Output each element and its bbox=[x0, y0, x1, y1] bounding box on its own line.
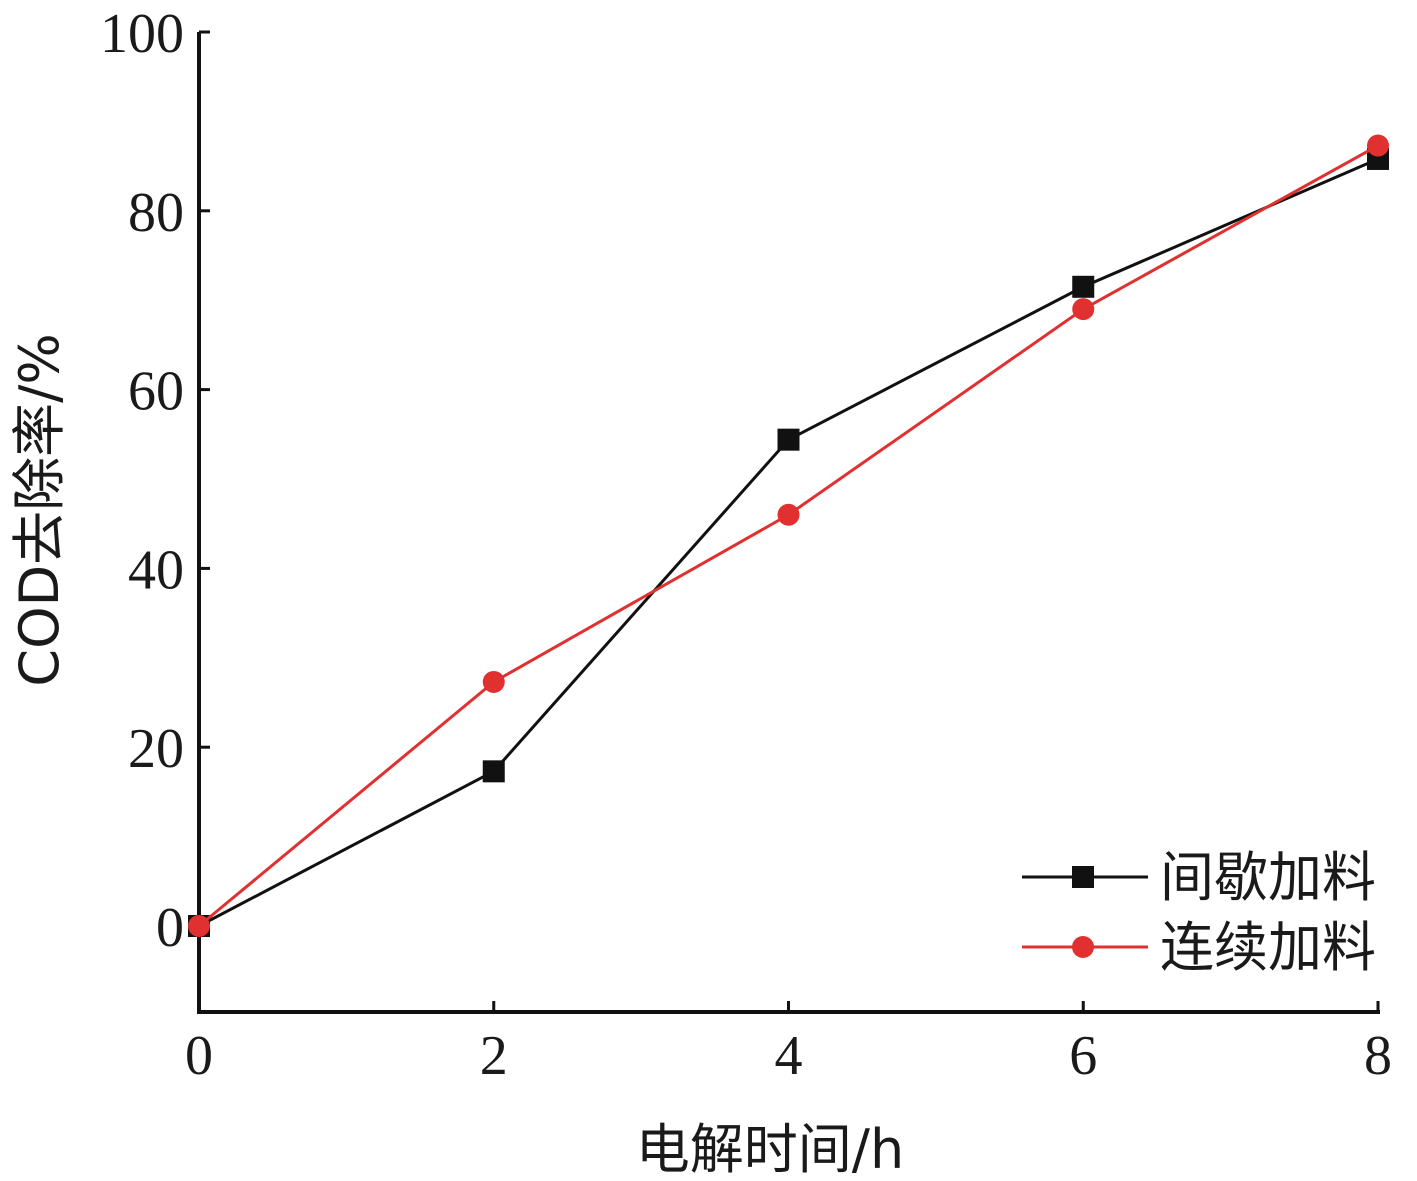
x-ticks: 0 2 4 6 8 bbox=[185, 1001, 1392, 1087]
circle-marker bbox=[777, 503, 800, 526]
square-marker bbox=[482, 760, 505, 783]
x-tick-label: 2 bbox=[480, 1025, 508, 1087]
series-1 bbox=[188, 147, 1389, 937]
y-tick-label: 100 bbox=[100, 3, 184, 65]
y-tick-label: 0 bbox=[156, 897, 184, 959]
circle-marker bbox=[482, 670, 505, 693]
y-ticks: 0 20 40 60 80 100 bbox=[100, 3, 210, 959]
y-axis-title: COD去除率/% bbox=[8, 333, 71, 686]
series-line bbox=[198, 144, 1379, 928]
circle-marker bbox=[188, 915, 210, 937]
x-tick-label: 0 bbox=[185, 1025, 213, 1087]
series-2 bbox=[188, 134, 1389, 937]
circle-marker bbox=[1367, 134, 1389, 157]
x-tick-label: 4 bbox=[775, 1025, 803, 1087]
x-axis-title: 电解时间/h bbox=[636, 1118, 904, 1181]
y-tick-label: 60 bbox=[128, 361, 184, 423]
series-line bbox=[198, 157, 1379, 928]
x-tick-label: 8 bbox=[1364, 1025, 1392, 1087]
legend-label: 连续加料 bbox=[1160, 916, 1376, 979]
square-marker bbox=[777, 428, 800, 451]
series-layer bbox=[188, 134, 1389, 937]
circle-marker bbox=[1072, 298, 1095, 321]
legend-label: 间歇加料 bbox=[1160, 846, 1376, 909]
y-tick-label: 40 bbox=[128, 539, 184, 601]
legend-item: 连续加料 bbox=[1022, 916, 1376, 979]
square-marker bbox=[1072, 866, 1094, 888]
y-tick-label: 20 bbox=[128, 718, 184, 780]
y-tick-label: 80 bbox=[128, 182, 184, 244]
legend-item: 间歇加料 bbox=[1022, 846, 1376, 909]
square-marker bbox=[1072, 275, 1095, 298]
circle-marker bbox=[1072, 936, 1094, 958]
x-tick-label: 6 bbox=[1069, 1025, 1097, 1087]
